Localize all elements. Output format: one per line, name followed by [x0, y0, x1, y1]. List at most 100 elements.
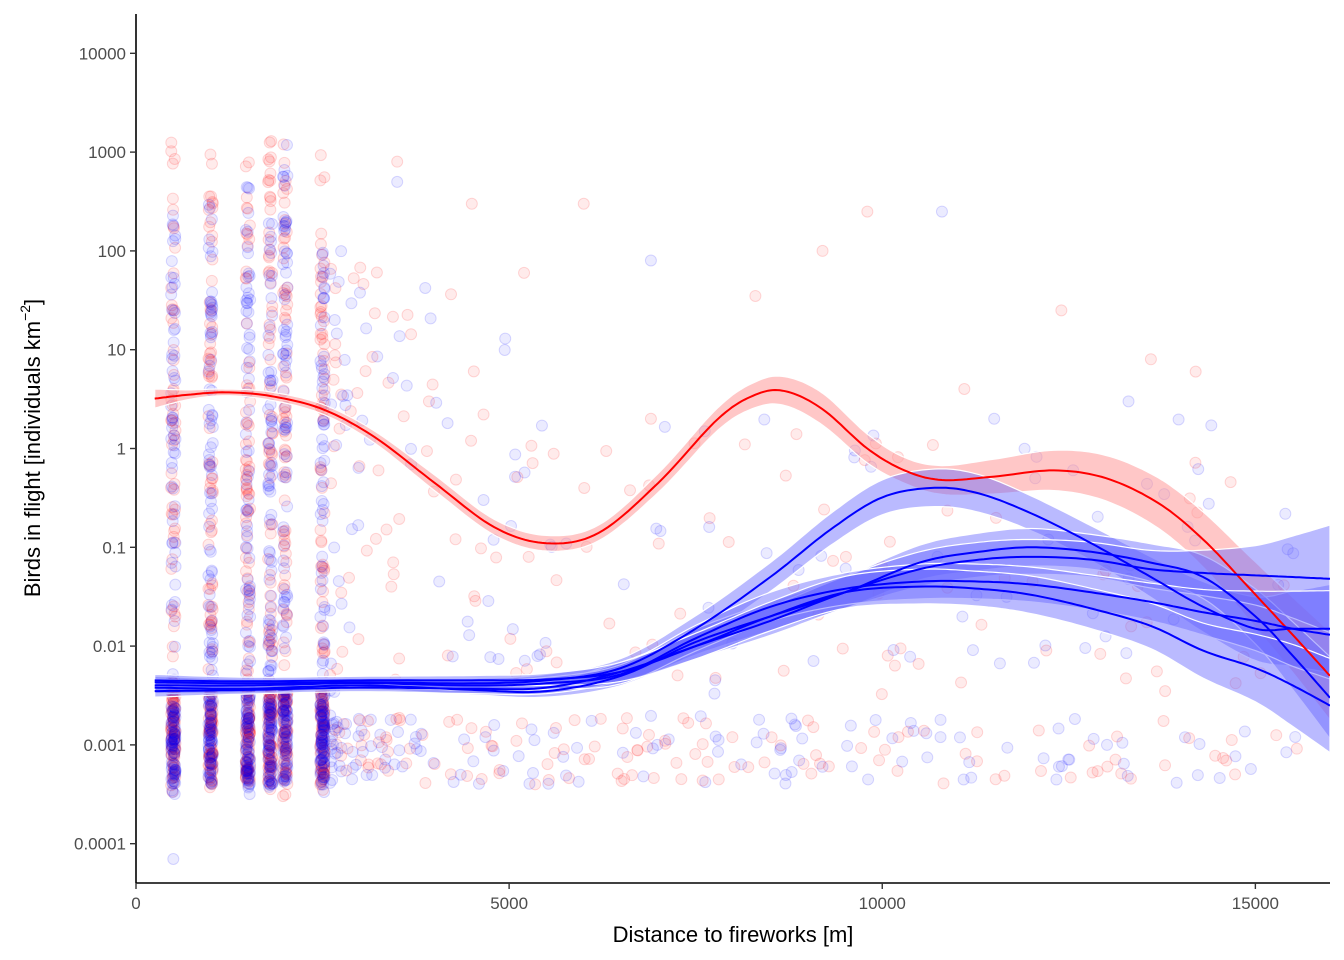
data-point	[279, 547, 292, 560]
data-point	[202, 727, 215, 740]
data-point	[364, 740, 377, 753]
data-point	[240, 764, 253, 777]
data-point	[1192, 463, 1205, 476]
data-point	[279, 749, 292, 762]
data-point	[318, 256, 331, 269]
data-point	[204, 482, 217, 495]
data-point	[314, 327, 327, 340]
data-point	[393, 652, 406, 665]
data-point	[528, 734, 541, 747]
data-point	[542, 777, 555, 790]
data-point	[264, 771, 277, 784]
data-point	[166, 704, 179, 717]
data-point	[168, 500, 181, 513]
data-point	[266, 309, 279, 322]
data-point	[278, 425, 291, 438]
data-point	[242, 487, 255, 500]
data-point	[205, 235, 218, 248]
data-point	[316, 596, 329, 609]
data-point	[206, 286, 219, 299]
data-point	[203, 454, 216, 467]
data-point	[281, 778, 294, 791]
data-point	[266, 761, 279, 774]
data-point	[265, 775, 278, 788]
data-point	[168, 721, 181, 734]
data-point	[953, 731, 966, 744]
data-point	[167, 715, 180, 728]
data-point	[263, 468, 276, 481]
data-point	[203, 723, 216, 736]
data-point	[166, 741, 179, 754]
data-point	[262, 713, 275, 726]
data-point	[203, 422, 216, 435]
data-point	[959, 747, 972, 760]
data-point	[337, 718, 350, 731]
data-point	[168, 732, 181, 745]
data-point	[203, 749, 216, 762]
data-point	[316, 773, 329, 786]
data-point	[1170, 776, 1183, 789]
data-point	[359, 365, 372, 378]
data-point	[242, 635, 255, 648]
data-point	[203, 636, 216, 649]
data-point	[167, 726, 180, 739]
data-point	[202, 352, 215, 365]
data-point	[616, 746, 629, 759]
data-point	[165, 748, 178, 761]
data-point	[263, 251, 276, 264]
data-point	[242, 603, 255, 616]
data-point	[241, 181, 254, 194]
data-point	[989, 773, 1002, 786]
data-point	[242, 746, 255, 759]
data-point	[204, 776, 217, 789]
data-point	[239, 770, 252, 783]
data-point	[510, 734, 523, 747]
data-point	[266, 707, 279, 720]
data-point	[324, 262, 337, 275]
data-point	[382, 376, 395, 389]
data-point	[165, 733, 178, 746]
data-point	[449, 473, 462, 486]
data-point	[265, 246, 278, 259]
data-point	[277, 699, 290, 712]
data-point	[204, 700, 217, 713]
data-point	[461, 742, 474, 755]
data-point	[317, 695, 330, 708]
data-point	[167, 323, 180, 336]
data-point	[797, 757, 810, 770]
data-point	[316, 331, 329, 344]
data-point	[263, 437, 276, 450]
data-point	[807, 721, 820, 734]
data-point	[263, 226, 276, 239]
data-point	[202, 729, 215, 742]
data-point	[243, 589, 256, 602]
data-point	[894, 642, 907, 655]
data-point	[239, 453, 252, 466]
data-point	[277, 726, 290, 739]
data-point	[332, 575, 345, 588]
data-point	[265, 777, 278, 790]
data-point	[315, 705, 328, 718]
data-point	[204, 708, 217, 721]
data-point	[703, 512, 716, 525]
data-point	[243, 772, 256, 785]
data-point	[262, 777, 275, 790]
y-tick-label: 100	[98, 242, 126, 261]
data-point	[317, 767, 330, 780]
data-point	[263, 711, 276, 724]
data-point	[166, 757, 179, 770]
data-point	[205, 748, 218, 761]
data-point	[165, 299, 178, 312]
data-point	[742, 761, 755, 774]
data-point	[168, 709, 181, 722]
data-point	[204, 716, 217, 729]
data-point	[262, 639, 275, 652]
data-point	[861, 205, 874, 218]
data-point	[263, 409, 276, 422]
data-point	[169, 765, 182, 778]
data-point	[168, 767, 181, 780]
data-point	[204, 757, 217, 770]
data-point	[523, 777, 536, 790]
data-point	[241, 751, 254, 764]
data-point	[240, 304, 253, 317]
